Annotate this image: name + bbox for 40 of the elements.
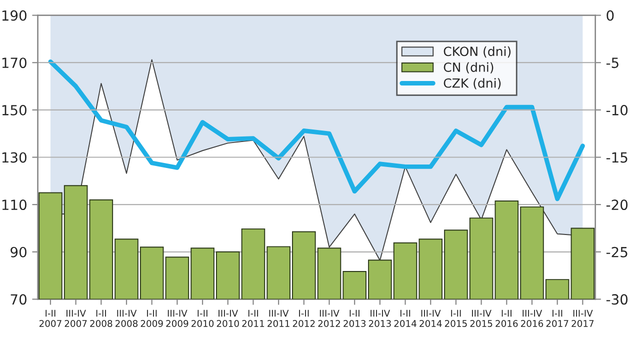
- line-series: [48, 59, 585, 202]
- x-tick-label: III-IV 2009: [166, 310, 188, 327]
- x-tick-label: III-IV 2011: [268, 310, 290, 327]
- x-tick-label: I-II 2012: [292, 310, 315, 327]
- y2-tick-label: -25: [606, 246, 628, 258]
- x-tick-label: I-II 2007: [39, 310, 62, 327]
- x-tick-label: I-II 2016: [496, 310, 518, 327]
- x-tick-label: I-II 2017: [546, 310, 568, 327]
- y-tick-label: 90: [10, 246, 26, 258]
- x-tick-label: III-IV 2016: [521, 310, 544, 327]
- y-tick-label: 190: [2, 10, 26, 21]
- x-tick-label: III-IV 2012: [318, 310, 340, 327]
- x-tick-label: I-II 2011: [242, 310, 264, 327]
- y2-tick-label: 0: [606, 10, 614, 21]
- x-tick-label: III-IV 2013: [368, 310, 391, 327]
- x-tick-label: I-II 2008: [90, 310, 112, 327]
- y-tick-label: 110: [2, 200, 26, 210]
- y2-tick-label: -5: [606, 58, 618, 68]
- y2-tick-label: -20: [606, 200, 628, 210]
- y-tick-label: 170: [2, 58, 26, 68]
- x-tick-label: I-II 2014: [394, 310, 416, 327]
- x-tick-label: III-IV 2014: [420, 310, 442, 327]
- legend-label: CKON (dni): [444, 46, 511, 58]
- x-tick-label: III-IV 2008: [116, 310, 138, 327]
- x-tick-label: I-II 2010: [192, 310, 214, 327]
- x-tick-label: III-IV 2015: [470, 310, 492, 327]
- legend-label: CZK (dni): [444, 78, 501, 90]
- x-tick-label: III-IV 2010: [216, 310, 239, 327]
- x-tick-label: III-IV 2007: [64, 310, 87, 327]
- x-tick-label: I-II 2009: [140, 310, 163, 327]
- x-tick-label: I-II 2013: [344, 310, 366, 327]
- x-tick-label: III-IV 2017: [572, 310, 594, 327]
- y-tick-label: 130: [2, 152, 26, 163]
- y2-tick-label: -10: [606, 104, 628, 116]
- y-tick-label: 70: [10, 294, 26, 305]
- y-tick-label: 150: [2, 104, 26, 116]
- y2-tick-label: -30: [606, 294, 628, 305]
- y2-tick-label: -15: [606, 152, 628, 163]
- x-tick-label: I-II 2015: [444, 310, 467, 327]
- legend-label: CN (dni): [444, 62, 494, 74]
